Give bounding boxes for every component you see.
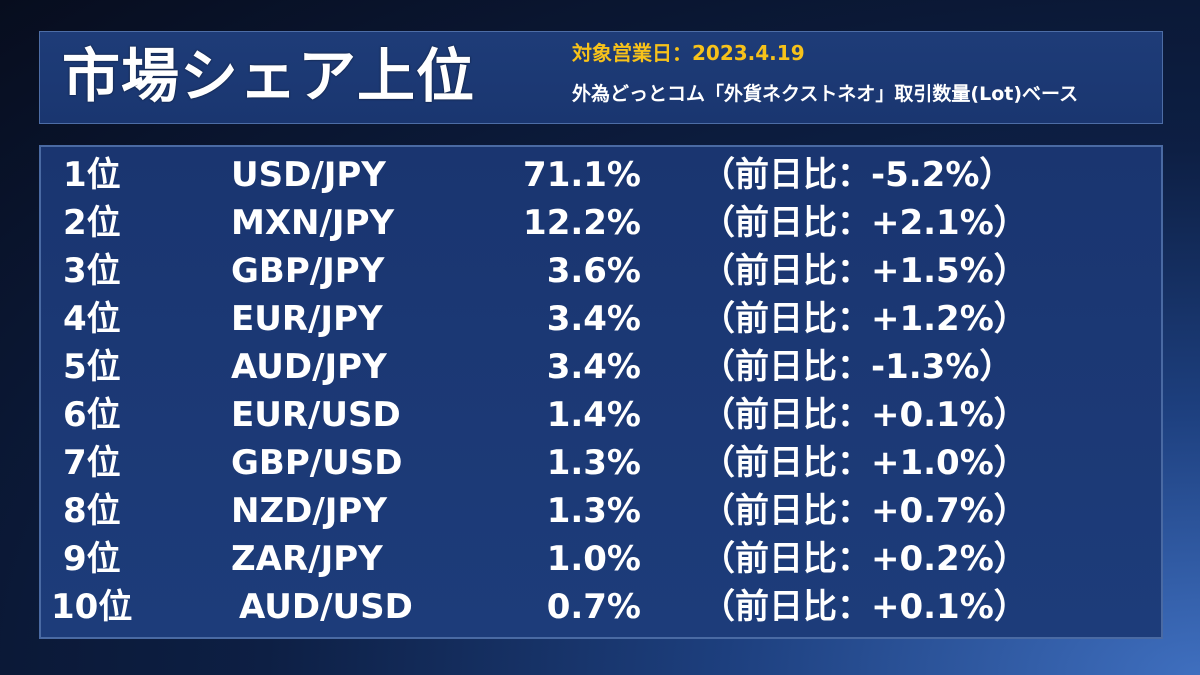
ranking-row: 9位 ZAR/JPY 1.0% （前日比：+0.2%）	[41, 535, 1161, 583]
rank-label: 9位	[63, 539, 121, 579]
ranking-table: 1位 USD/JPY 71.1% （前日比：-5.2%） 2位 MXN/JPY …	[39, 145, 1163, 639]
ranking-row: 2位 MXN/JPY 12.2% （前日比：+2.1%）	[41, 199, 1161, 247]
rank-label: 10位	[51, 587, 133, 627]
market-share: 3.4%	[546, 347, 641, 387]
business-date: 対象営業日：2023.4.19	[572, 41, 805, 65]
market-share: 3.6%	[546, 251, 641, 291]
day-over-day-change: （前日比：+0.1%）	[701, 395, 1028, 435]
rank-label: 6位	[63, 395, 121, 435]
market-share: 71.1%	[523, 155, 641, 195]
rank-label: 3位	[63, 251, 121, 291]
day-over-day-change: （前日比：+1.0%）	[701, 443, 1028, 483]
currency-pair: AUD/USD	[239, 587, 413, 627]
currency-pair: USD/JPY	[231, 155, 386, 195]
currency-pair: GBP/JPY	[231, 251, 385, 291]
day-over-day-change: （前日比：+0.7%）	[701, 491, 1028, 531]
day-over-day-change: （前日比：+0.2%）	[701, 539, 1028, 579]
ranking-row: 6位 EUR/USD 1.4% （前日比：+0.1%）	[41, 391, 1161, 439]
day-over-day-change: （前日比：-1.3%）	[701, 347, 1014, 387]
currency-pair: EUR/USD	[231, 395, 401, 435]
ranking-row: 5位 AUD/JPY 3.4% （前日比：-1.3%）	[41, 343, 1161, 391]
rank-label: 8位	[63, 491, 121, 531]
market-share: 3.4%	[546, 299, 641, 339]
day-over-day-change: （前日比：+0.1%）	[701, 587, 1028, 627]
market-share: 1.3%	[546, 491, 641, 531]
day-over-day-change: （前日比：+1.5%）	[701, 251, 1028, 291]
ranking-row: 7位 GBP/USD 1.3% （前日比：+1.0%）	[41, 439, 1161, 487]
data-basis-note: 外為どっとコム「外貨ネクストネオ」取引数量(Lot)ベース	[572, 83, 1079, 105]
currency-pair: ZAR/JPY	[231, 539, 383, 579]
market-share: 12.2%	[523, 203, 641, 243]
market-share: 1.4%	[546, 395, 641, 435]
currency-pair: NZD/JPY	[231, 491, 387, 531]
ranking-row: 1位 USD/JPY 71.1% （前日比：-5.2%）	[41, 151, 1161, 199]
header-banner: 市場シェア上位 対象営業日：2023.4.19 外為どっとコム「外貨ネクストネオ…	[39, 31, 1163, 124]
rank-label: 4位	[63, 299, 121, 339]
rank-label: 7位	[63, 443, 121, 483]
day-over-day-change: （前日比：+1.2%）	[701, 299, 1028, 339]
market-share: 1.0%	[546, 539, 641, 579]
rank-label: 1位	[63, 155, 121, 195]
market-share: 1.3%	[546, 443, 641, 483]
currency-pair: EUR/JPY	[231, 299, 383, 339]
ranking-row: 8位 NZD/JPY 1.3% （前日比：+0.7%）	[41, 487, 1161, 535]
day-over-day-change: （前日比：+2.1%）	[701, 203, 1028, 243]
rank-label: 2位	[63, 203, 121, 243]
ranking-row: 4位 EUR/JPY 3.4% （前日比：+1.2%）	[41, 295, 1161, 343]
currency-pair: AUD/JPY	[231, 347, 387, 387]
market-share: 0.7%	[546, 587, 641, 627]
currency-pair: GBP/USD	[231, 443, 403, 483]
currency-pair: MXN/JPY	[231, 203, 395, 243]
rank-label: 5位	[63, 347, 121, 387]
day-over-day-change: （前日比：-5.2%）	[701, 155, 1014, 195]
ranking-row: 3位 GBP/JPY 3.6% （前日比：+1.5%）	[41, 247, 1161, 295]
page-title: 市場シェア上位	[62, 42, 476, 110]
ranking-row: 10位 AUD/USD 0.7% （前日比：+0.1%）	[41, 583, 1161, 631]
